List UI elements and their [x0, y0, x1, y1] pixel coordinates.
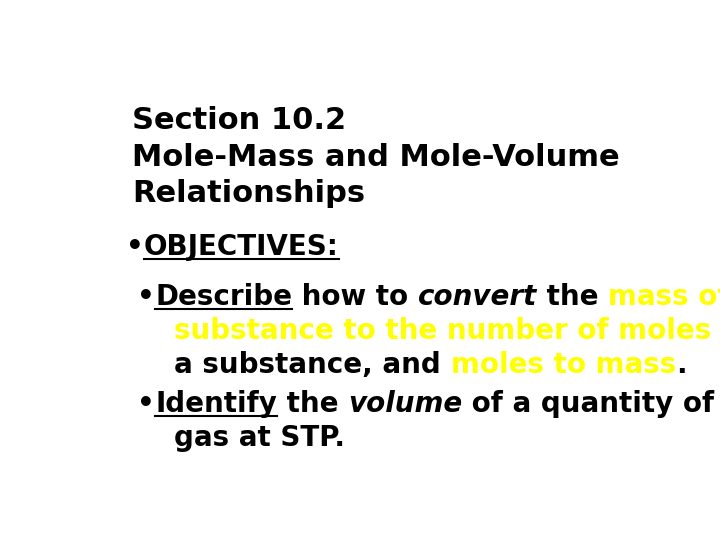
Text: •: • — [138, 283, 156, 311]
Text: OBJECTIVES:: OBJECTIVES: — [144, 233, 339, 261]
Text: mass of a: mass of a — [608, 283, 720, 311]
Text: convert: convert — [418, 283, 537, 311]
Text: substance to the number of moles: substance to the number of moles — [174, 317, 711, 345]
Text: Mole-Mass and Mole-Volume: Mole-Mass and Mole-Volume — [132, 143, 619, 172]
Text: .: . — [676, 352, 687, 379]
Text: moles to mass: moles to mass — [451, 352, 676, 379]
Text: the: the — [277, 389, 348, 417]
Text: •: • — [138, 389, 156, 417]
Text: a substance, and: a substance, and — [174, 352, 451, 379]
Text: Relationships: Relationships — [132, 179, 365, 208]
Text: gas at STP.: gas at STP. — [174, 424, 346, 451]
Text: •: • — [126, 233, 144, 261]
Text: Describe: Describe — [156, 283, 292, 311]
Text: of: of — [711, 317, 720, 345]
Text: the: the — [537, 283, 608, 311]
Text: Section 10.2: Section 10.2 — [132, 106, 346, 136]
Text: volume: volume — [348, 389, 462, 417]
Text: Identify: Identify — [156, 389, 277, 417]
Text: how to: how to — [292, 283, 418, 311]
Text: of a quantity of: of a quantity of — [462, 389, 714, 417]
